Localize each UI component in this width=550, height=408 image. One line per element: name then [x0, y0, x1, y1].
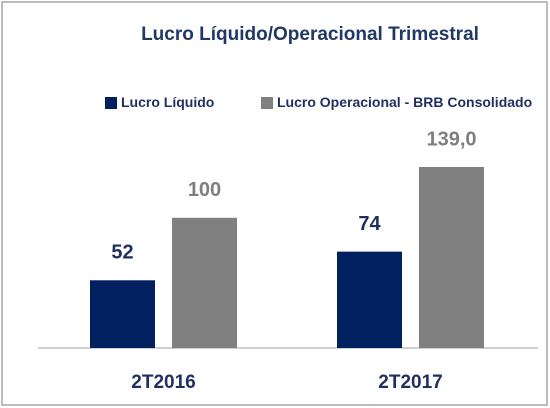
x-tick-label: 2T2016: [131, 372, 195, 393]
bar: [172, 217, 237, 348]
data-label: 139,0: [426, 128, 476, 150]
legend-swatch: [261, 97, 273, 109]
legend-label: Lucro Líquido: [121, 94, 214, 110]
data-label: 74: [358, 213, 381, 235]
legend-label: Lucro Operacional - BRB Consolidado: [277, 94, 532, 110]
data-label: 100: [188, 179, 221, 201]
bar: [419, 167, 484, 348]
chart-title: Lucro Líquido/Operacional Trimestral: [141, 24, 479, 45]
bar: [337, 251, 402, 348]
legend-swatch: [105, 97, 117, 109]
x-tick-label: 2T2017: [378, 372, 442, 393]
bar: [90, 280, 155, 348]
data-label: 52: [111, 242, 133, 264]
